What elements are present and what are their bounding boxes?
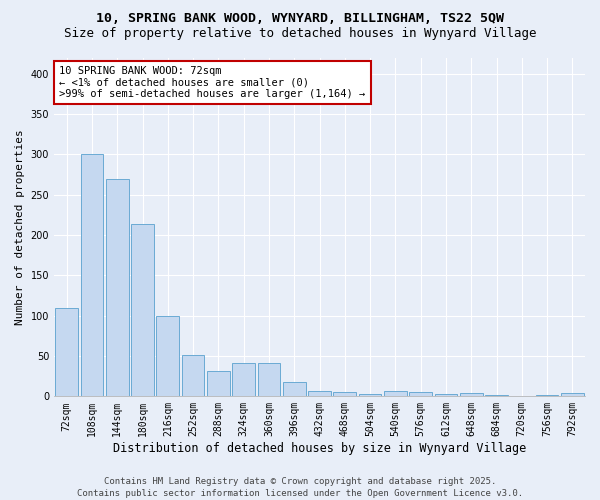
Bar bbox=[80, 154, 103, 396]
Bar bbox=[460, 393, 482, 396]
Bar bbox=[485, 394, 508, 396]
Text: Contains HM Land Registry data © Crown copyright and database right 2025.
Contai: Contains HM Land Registry data © Crown c… bbox=[77, 476, 523, 498]
Text: 10 SPRING BANK WOOD: 72sqm
← <1% of detached houses are smaller (0)
>99% of semi: 10 SPRING BANK WOOD: 72sqm ← <1% of deta… bbox=[59, 66, 365, 99]
X-axis label: Distribution of detached houses by size in Wynyard Village: Distribution of detached houses by size … bbox=[113, 442, 526, 455]
Bar bbox=[232, 364, 255, 396]
Bar bbox=[157, 316, 179, 396]
Bar bbox=[409, 392, 432, 396]
Bar bbox=[536, 394, 559, 396]
Bar bbox=[55, 308, 78, 396]
Bar bbox=[283, 382, 305, 396]
Bar bbox=[434, 394, 457, 396]
Bar bbox=[308, 390, 331, 396]
Bar bbox=[207, 372, 230, 396]
Bar bbox=[257, 364, 280, 396]
Bar bbox=[334, 392, 356, 396]
Bar bbox=[106, 178, 128, 396]
Text: 10, SPRING BANK WOOD, WYNYARD, BILLINGHAM, TS22 5QW: 10, SPRING BANK WOOD, WYNYARD, BILLINGHA… bbox=[96, 12, 504, 26]
Y-axis label: Number of detached properties: Number of detached properties bbox=[15, 129, 25, 325]
Bar bbox=[359, 394, 382, 396]
Bar bbox=[561, 393, 584, 396]
Text: Size of property relative to detached houses in Wynyard Village: Size of property relative to detached ho… bbox=[64, 28, 536, 40]
Bar bbox=[182, 355, 205, 397]
Bar bbox=[131, 224, 154, 396]
Bar bbox=[384, 392, 407, 396]
